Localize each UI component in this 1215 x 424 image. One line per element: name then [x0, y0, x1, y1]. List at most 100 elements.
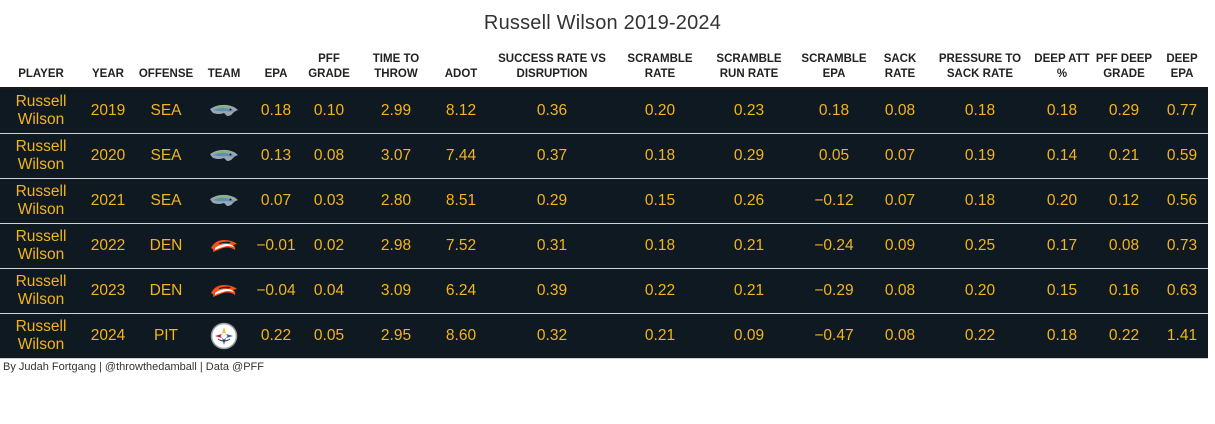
cell-scramble-epa: 0.05	[796, 133, 872, 179]
column-header-epa: EPA	[264, 68, 288, 80]
cell-year: 2019	[82, 88, 134, 134]
cell-deep-epa: 0.59	[1156, 133, 1208, 179]
cell-scramble-epa: −0.12	[796, 178, 872, 224]
cell-pressure-to-sack-rate: 0.20	[928, 268, 1032, 314]
cell-time-to-throw: 2.80	[356, 178, 436, 224]
steelers-logo-icon	[210, 322, 238, 350]
stats-table: PLAYER YEAR OFFENSE TEAM EPA PFF GRADE TIME TO…	[0, 44, 1208, 359]
cell-offense: DEN	[134, 268, 198, 314]
cell-year: 2020	[82, 133, 134, 179]
cell-sack-rate: 0.09	[872, 223, 928, 269]
cell-offense: DEN	[134, 223, 198, 269]
seahawks-logo-icon	[198, 88, 250, 134]
column-header-deep-epa: DEEP EPA	[1166, 53, 1198, 80]
footer-credit: By Judah Fortgang | @throwthedamball | D…	[3, 361, 264, 373]
column-header-success-rate-vs-disruption: SUCCESS RATE VS DISRUPTION	[498, 53, 606, 80]
column-header-scramble-run-rate: SCRAMBLE RUN RATE	[716, 53, 782, 80]
cell-time-to-throw: 2.95	[356, 313, 436, 359]
cell-pff-grade: 0.03	[302, 178, 356, 224]
cell-pff-deep-grade: 0.12	[1092, 178, 1156, 224]
cell-success-rate-vs-disruption: 0.29	[486, 178, 618, 224]
cell-epa: 0.22	[250, 313, 302, 359]
cell-deep-att-pct: 0.18	[1032, 313, 1092, 359]
cell-sack-rate: 0.08	[872, 268, 928, 314]
cell-success-rate-vs-disruption: 0.36	[486, 88, 618, 134]
cell-time-to-throw: 3.07	[356, 133, 436, 179]
broncos-logo-icon	[211, 240, 237, 252]
cell-pff-deep-grade: 0.29	[1092, 88, 1156, 134]
column-header-time-to-throw: TIME TO THROW	[372, 53, 420, 80]
broncos-logo-icon	[198, 223, 250, 269]
cell-scramble-rate: 0.18	[618, 223, 702, 269]
table-body: Russell Wilson 2019 SEA 0.18 0.10 2.99 8.12 0.3…	[0, 88, 1208, 359]
column-header-team: TEAM	[207, 68, 241, 80]
cell-success-rate-vs-disruption: 0.37	[486, 133, 618, 179]
cell-player: Russell Wilson	[0, 223, 82, 269]
cell-adot: 7.52	[436, 223, 486, 269]
cell-adot: 8.51	[436, 178, 486, 224]
table-row: Russell Wilson 2021 SEA 0.07 0.03 2.80 8.51 0.2…	[0, 178, 1208, 224]
cell-sack-rate: 0.08	[872, 313, 928, 359]
cell-scramble-run-rate: 0.29	[702, 133, 796, 179]
cell-scramble-epa: −0.24	[796, 223, 872, 269]
cell-pressure-to-sack-rate: 0.18	[928, 88, 1032, 134]
table-row: Russell Wilson 2024 PIT 0.22 0.05 2.95 8.60 0.3…	[0, 313, 1208, 359]
cell-offense: SEA	[134, 88, 198, 134]
cell-sack-rate: 0.07	[872, 133, 928, 179]
cell-epa: −0.01	[250, 223, 302, 269]
cell-time-to-throw: 2.98	[356, 223, 436, 269]
broncos-logo-icon	[211, 285, 237, 297]
cell-deep-epa: 0.63	[1156, 268, 1208, 314]
cell-pff-grade: 0.04	[302, 268, 356, 314]
cell-scramble-rate: 0.22	[618, 268, 702, 314]
cell-year: 2023	[82, 268, 134, 314]
cell-pff-grade: 0.05	[302, 313, 356, 359]
cell-deep-att-pct: 0.17	[1032, 223, 1092, 269]
cell-offense: PIT	[134, 313, 198, 359]
cell-player: Russell Wilson	[0, 133, 82, 179]
cell-year: 2022	[82, 223, 134, 269]
column-header-scramble-epa: SCRAMBLE EPA	[801, 53, 867, 80]
column-header-offense: OFFENSE	[138, 68, 194, 80]
cell-pff-grade: 0.08	[302, 133, 356, 179]
cell-deep-epa: 0.73	[1156, 223, 1208, 269]
cell-deep-epa: 1.41	[1156, 313, 1208, 359]
column-header-pff-grade: PFF GRADE	[308, 53, 350, 80]
cell-deep-att-pct: 0.18	[1032, 88, 1092, 134]
cell-scramble-epa: 0.18	[796, 88, 872, 134]
cell-sack-rate: 0.08	[872, 88, 928, 134]
cell-epa: 0.07	[250, 178, 302, 224]
cell-pff-grade: 0.02	[302, 223, 356, 269]
cell-scramble-run-rate: 0.21	[702, 223, 796, 269]
table-row: Russell Wilson 2023 DEN −0.04 0.04 3.09 6.24 0.…	[0, 268, 1208, 314]
table-row: Russell Wilson 2022 DEN −0.01 0.02 2.98 7.52 0.…	[0, 223, 1208, 269]
cell-epa: 0.13	[250, 133, 302, 179]
cell-pff-grade: 0.10	[302, 88, 356, 134]
cell-scramble-rate: 0.18	[618, 133, 702, 179]
cell-deep-epa: 0.56	[1156, 178, 1208, 224]
table-header-row: PLAYER YEAR OFFENSE TEAM EPA PFF GRADE TIME TO…	[0, 44, 1208, 88]
cell-deep-att-pct: 0.20	[1032, 178, 1092, 224]
seahawks-logo-icon	[210, 104, 238, 116]
seahawks-logo-icon	[198, 133, 250, 179]
column-header-pressure-to-sack-rate: PRESSURE TO SACK RATE	[938, 53, 1022, 80]
column-header-player: PLAYER	[18, 68, 64, 80]
cell-scramble-rate: 0.21	[618, 313, 702, 359]
cell-offense: SEA	[134, 178, 198, 224]
cell-player: Russell Wilson	[0, 268, 82, 314]
seahawks-logo-icon	[210, 194, 238, 206]
cell-adot: 7.44	[436, 133, 486, 179]
cell-scramble-rate: 0.15	[618, 178, 702, 224]
cell-scramble-run-rate: 0.21	[702, 268, 796, 314]
cell-success-rate-vs-disruption: 0.31	[486, 223, 618, 269]
column-header-sack-rate: SACK RATE	[883, 53, 917, 80]
cell-scramble-rate: 0.20	[618, 88, 702, 134]
cell-sack-rate: 0.07	[872, 178, 928, 224]
chart-title: Russell Wilson 2019-2024	[483, 12, 722, 34]
cell-deep-att-pct: 0.15	[1032, 268, 1092, 314]
cell-pressure-to-sack-rate: 0.18	[928, 178, 1032, 224]
column-header-scramble-rate: SCRAMBLE RATE	[627, 53, 693, 80]
cell-year: 2024	[82, 313, 134, 359]
cell-success-rate-vs-disruption: 0.39	[486, 268, 618, 314]
cell-player: Russell Wilson	[0, 178, 82, 224]
